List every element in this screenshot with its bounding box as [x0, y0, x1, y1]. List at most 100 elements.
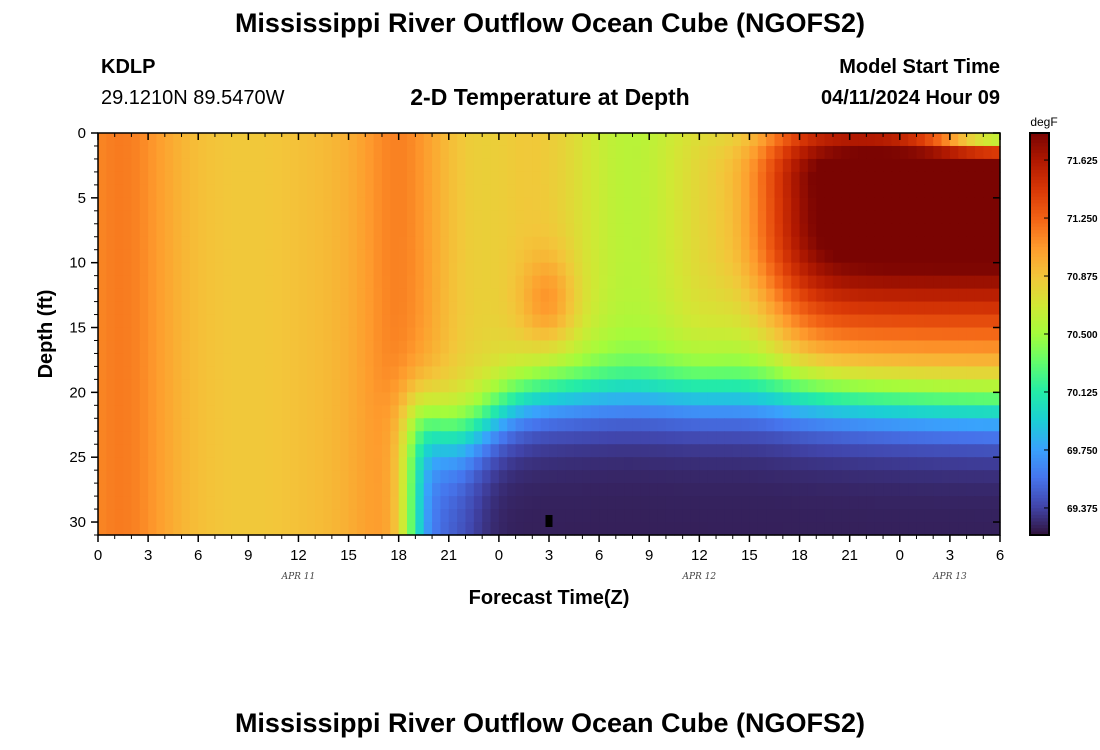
- heatmap-cell: [206, 236, 216, 251]
- heatmap-cell: [707, 145, 717, 160]
- heatmap-cell: [398, 509, 408, 523]
- heatmap-cell: [908, 392, 918, 406]
- heatmap-cell: [949, 184, 959, 199]
- heatmap-cell: [799, 210, 809, 225]
- heatmap-cell: [248, 340, 258, 355]
- heatmap-cell: [340, 145, 350, 160]
- heatmap-cell: [290, 158, 300, 173]
- heatmap-cell: [381, 444, 391, 458]
- heatmap-cell: [849, 288, 859, 303]
- heatmap-cell: [749, 133, 759, 147]
- heatmap-cell: [607, 210, 617, 225]
- heatmap-cell: [457, 431, 467, 445]
- heatmap-cell: [498, 327, 508, 342]
- heatmap-cell: [724, 133, 734, 147]
- heatmap-cell: [114, 522, 124, 536]
- heatmap-cell: [933, 223, 943, 238]
- heatmap-cell: [106, 249, 116, 264]
- heatmap-cell: [690, 483, 700, 497]
- heatmap-cell: [273, 197, 283, 212]
- heatmap-cell: [949, 275, 959, 290]
- heatmap-cell: [306, 314, 316, 329]
- x-axis-label: Forecast Time(Z): [469, 587, 630, 609]
- heatmap-cell: [231, 262, 241, 277]
- heatmap-cell: [123, 288, 133, 303]
- heatmap-cell: [741, 184, 751, 199]
- heatmap-cell: [824, 470, 834, 484]
- heatmap-cell: [908, 340, 918, 355]
- heatmap-cell: [465, 522, 475, 536]
- heatmap-cell: [849, 509, 859, 523]
- heatmap-cell: [707, 288, 717, 303]
- heatmap-cell: [281, 509, 291, 523]
- heatmap-cell: [599, 223, 609, 238]
- heatmap-cell: [699, 262, 709, 277]
- heatmap-cell: [757, 353, 767, 368]
- heatmap-cell: [716, 392, 725, 406]
- heatmap-cell: [682, 496, 692, 510]
- heatmap-cell: [766, 418, 776, 432]
- heatmap-cell: [732, 236, 742, 251]
- heatmap-cell: [214, 275, 224, 290]
- heatmap-cell: [841, 158, 851, 173]
- colorbar-swatch: [1030, 404, 1049, 409]
- heatmap-cell: [908, 353, 918, 368]
- heatmap-cell: [290, 236, 300, 251]
- heatmap-cell: [214, 197, 224, 212]
- heatmap-cell: [532, 340, 542, 355]
- heatmap-cell: [707, 197, 717, 212]
- heatmap-cell: [724, 249, 734, 264]
- heatmap-cell: [908, 145, 918, 160]
- heatmap-cell: [356, 509, 366, 523]
- heatmap-cell: [248, 522, 258, 536]
- heatmap-cell: [599, 496, 609, 510]
- heatmap-cell: [599, 301, 609, 316]
- heatmap-cell: [256, 418, 266, 432]
- heatmap-cell: [899, 301, 909, 316]
- heatmap-cell: [440, 262, 450, 277]
- heatmap-cell: [741, 457, 751, 471]
- heatmap-cell: [540, 418, 550, 432]
- heatmap-cell: [824, 210, 834, 225]
- heatmap-cell: [490, 444, 500, 458]
- heatmap-cell: [974, 470, 984, 484]
- heatmap-cell: [624, 483, 634, 497]
- heatmap-cell: [807, 470, 817, 484]
- heatmap-cell: [816, 483, 826, 497]
- heatmap-cell: [148, 379, 158, 393]
- heatmap-cell: [498, 496, 508, 510]
- heatmap-cell: [858, 171, 867, 186]
- heatmap-cell: [582, 405, 592, 419]
- colorbar-swatch: [1030, 240, 1049, 245]
- heatmap-cell: [574, 158, 584, 173]
- heatmap-cell: [290, 210, 300, 225]
- heatmap-cell: [632, 236, 642, 251]
- heatmap-cell: [782, 483, 792, 497]
- heatmap-cell: [891, 340, 901, 355]
- heatmap-cell: [515, 197, 525, 212]
- heatmap-cell: [908, 457, 918, 471]
- heatmap-cell: [523, 327, 533, 342]
- heatmap-cell: [423, 392, 433, 406]
- heatmap-cell: [340, 457, 350, 471]
- heatmap-cell: [832, 133, 842, 147]
- heatmap-cell: [465, 366, 475, 380]
- heatmap-cell: [574, 457, 584, 471]
- heatmap-cell: [665, 210, 675, 225]
- heatmap-cell: [331, 470, 341, 484]
- heatmap-cell: [164, 483, 174, 497]
- heatmap-cell: [791, 262, 801, 277]
- heatmap-cell: [281, 184, 291, 199]
- heatmap-cell: [373, 483, 383, 497]
- heatmap-cell: [306, 288, 316, 303]
- colorbar-swatch: [1030, 153, 1049, 158]
- heatmap-cell: [924, 158, 934, 173]
- heatmap-cell: [381, 184, 391, 199]
- heatmap-cell: [356, 483, 366, 497]
- heatmap-cell: [649, 509, 659, 523]
- heatmap-cell: [448, 457, 458, 471]
- heatmap-cell: [732, 197, 742, 212]
- heatmap-cell: [640, 522, 650, 536]
- heatmap-cell: [348, 444, 358, 458]
- heatmap-cell: [933, 184, 943, 199]
